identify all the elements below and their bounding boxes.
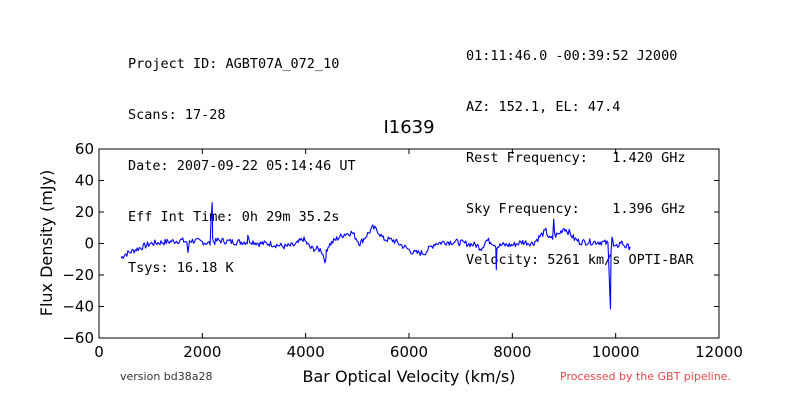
x-axis: 0 2000 4000 6000 8000 10000 12000 — [94, 149, 743, 361]
coordinates: 01:11:46.0 -00:39:52 J2000 — [466, 48, 678, 64]
plot-area — [120, 201, 631, 310]
y-tick-label: 0 — [84, 235, 94, 253]
y-axis: −60 −40 −20 0 20 40 60 — [62, 140, 719, 347]
x-tick-label: 10000 — [592, 343, 640, 361]
date: Date: 2007-09-22 05:14:46 UT — [128, 158, 356, 174]
series-line-0 — [120, 201, 631, 310]
y-tick-label: −20 — [62, 266, 94, 284]
chart-title: I1639 — [383, 117, 434, 138]
y-tick-label: 20 — [75, 203, 94, 221]
version-note: version bd38a28 — [120, 370, 213, 383]
header-left: Project ID: AGBT07A_072_10 Scans: 17-28 … — [128, 22, 356, 294]
plot-frame — [98, 148, 720, 339]
x-axis-title: Bar Optical Velocity (km/s) — [303, 367, 516, 386]
rest-frequency: Rest Frequency: 1.420 GHz — [466, 150, 686, 166]
x-tick-label: 2000 — [183, 343, 221, 361]
eff-int-time: Eff Int Time: 0h 29m 35.2s — [128, 209, 340, 225]
scans: Scans: 17-28 — [128, 107, 226, 123]
velocity: Velocity: 5261 km/s OPTI-BAR — [466, 252, 694, 268]
y-tick-label: 60 — [75, 140, 94, 158]
x-tick-label: 12000 — [695, 343, 743, 361]
y-axis-title: Flux Density (mJy) — [37, 170, 56, 317]
x-tick-label: 8000 — [493, 343, 531, 361]
sky-frequency: Sky Frequency: 1.396 GHz — [466, 201, 686, 217]
y-tick-label: 40 — [75, 172, 94, 190]
x-tick-label: 0 — [94, 343, 104, 361]
az-el: AZ: 152.1, EL: 47.4 — [466, 99, 621, 115]
header-right: 01:11:46.0 -00:39:52 J2000 AZ: 152.1, EL… — [466, 14, 694, 286]
tsys: Tsys: 16.18 K — [128, 260, 234, 276]
project-id: Project ID: AGBT07A_072_10 — [128, 56, 340, 72]
y-tick-label: −60 — [62, 329, 94, 347]
x-tick-label: 4000 — [287, 343, 325, 361]
x-tick-label: 6000 — [390, 343, 428, 361]
y-tick-label: −40 — [62, 298, 94, 316]
pipeline-note: Processed by the GBT pipeline. — [560, 370, 731, 383]
